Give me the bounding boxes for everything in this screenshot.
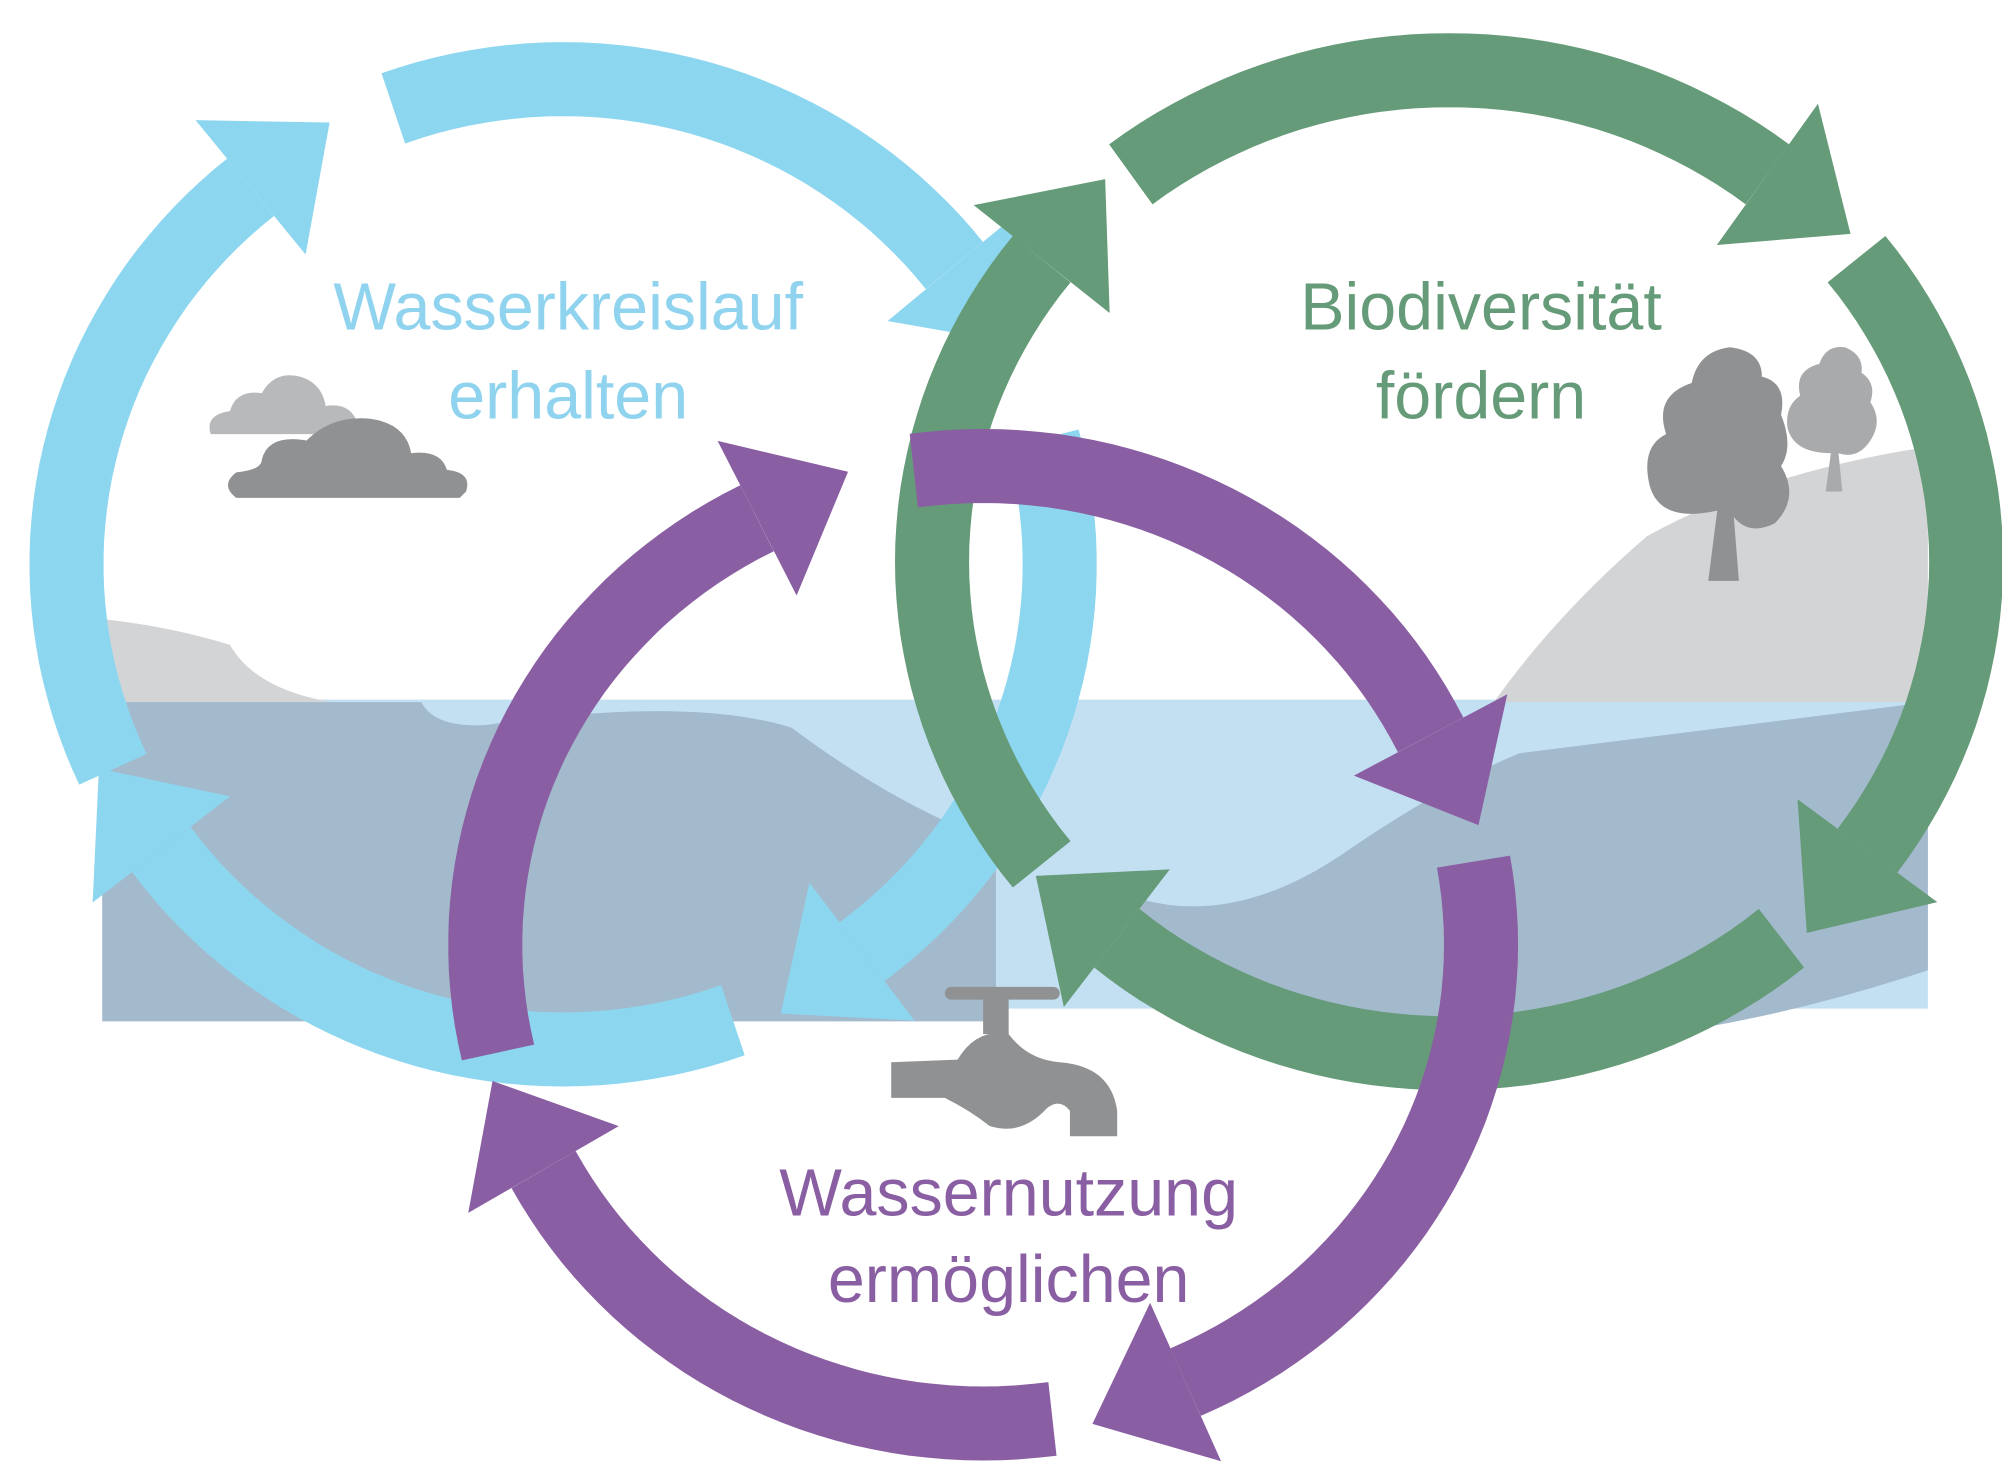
cycle-arc	[1131, 70, 1768, 174]
node-label: ermöglichen	[828, 1243, 1190, 1317]
diagram: Wasserkreislauf erhalten Biodiversität f…	[0, 0, 2002, 1472]
node-label: Wasserkreislauf	[333, 270, 803, 344]
node-label: fördern	[1376, 360, 1586, 434]
node-label: Biodiversität	[1300, 270, 1662, 344]
clouds	[209, 375, 467, 498]
page: {"nodes": [ {"lines": ["Wasserkreislauf"…	[0, 0, 2002, 1472]
cycle-arc	[914, 466, 1431, 735]
cycle-arc	[393, 79, 954, 265]
node-label: Wassernutzung	[779, 1156, 1238, 1230]
node-label: erhalten	[448, 360, 688, 434]
